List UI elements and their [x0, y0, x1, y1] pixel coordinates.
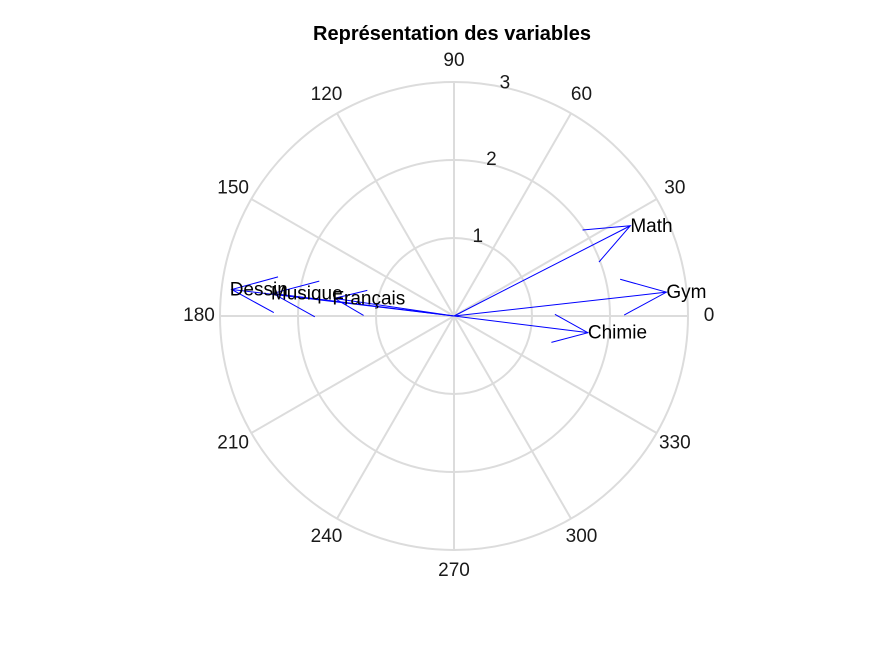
variable-label: Musique [271, 283, 343, 304]
angle-tick-label: 30 [664, 178, 685, 199]
arrow-head [230, 276, 279, 314]
angle-tick-label: 120 [311, 84, 343, 105]
grid-spoke [453, 315, 658, 434]
grid-spoke [453, 112, 572, 317]
grid-circle [297, 159, 611, 473]
grid-spoke [336, 315, 455, 520]
arrow-head [551, 313, 590, 343]
variable-label: Dessin [230, 280, 288, 301]
variable-label: Chimie [588, 323, 647, 344]
variable-label: Math [630, 216, 672, 237]
angle-tick-label: 0 [704, 305, 715, 326]
arrow-head [582, 225, 632, 263]
angle-tick-label: 60 [571, 84, 592, 105]
arrow-head [271, 280, 320, 318]
variable-label: Français [332, 288, 405, 309]
angle-tick-label: 300 [566, 526, 598, 547]
radial-tick-label: 1 [473, 226, 484, 247]
angle-tick-label: 90 [443, 50, 464, 71]
chart-title: Représentation des variables [313, 23, 591, 45]
grid-spoke [453, 315, 572, 520]
grid-spoke [250, 198, 455, 317]
angle-tick-label: 180 [183, 305, 215, 326]
arrow-shaft [272, 292, 455, 317]
polar-tick-labels: 0 30 60 90 120 150 180 210 240 270 300 330 1 2 3 [183, 50, 714, 581]
compass-arrows [230, 225, 668, 343]
angle-tick-label: 330 [659, 433, 691, 454]
arrow-shaft [453, 315, 588, 334]
variable-label: Gym [666, 282, 706, 303]
arrow-head [620, 278, 668, 316]
angle-tick-label: 240 [311, 526, 343, 547]
grid-spoke [250, 315, 455, 434]
radial-tick-label: 3 [500, 72, 511, 93]
angle-tick-label: 270 [438, 560, 470, 581]
arrow-shaft [334, 297, 455, 317]
angle-tick-label: 210 [217, 433, 249, 454]
grid-circle [219, 81, 689, 551]
arrow-shaft [453, 291, 667, 317]
angle-tick-label: 150 [217, 178, 249, 199]
grid-circle [375, 237, 533, 395]
radial-tick-label: 2 [486, 149, 497, 170]
arrow-shaft [453, 225, 631, 317]
polar-grid [219, 81, 689, 551]
grid-spoke [453, 198, 658, 317]
grid-spoke [336, 112, 455, 317]
arrow-head [333, 289, 368, 316]
